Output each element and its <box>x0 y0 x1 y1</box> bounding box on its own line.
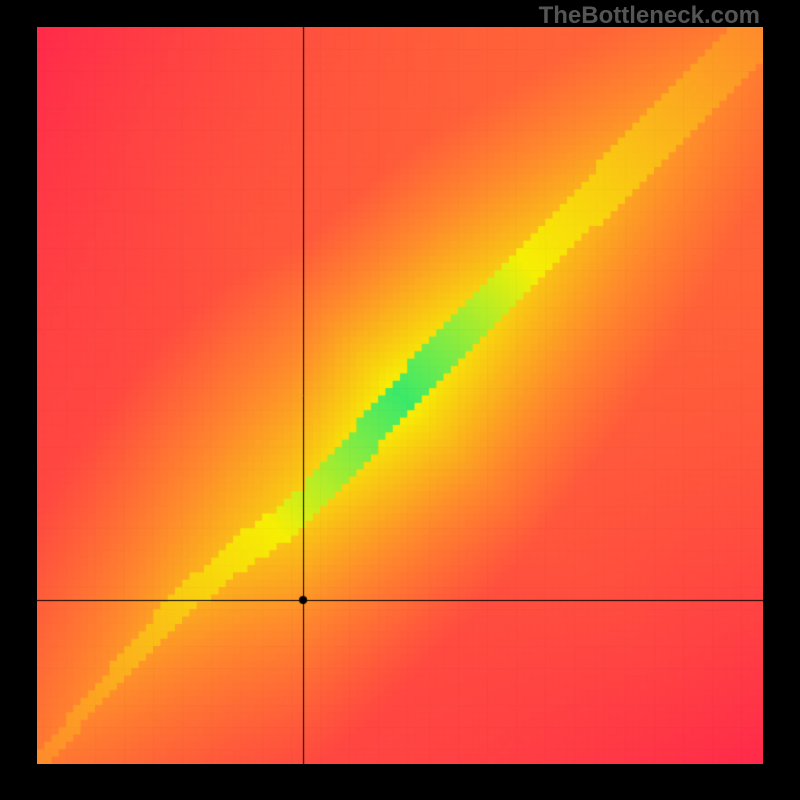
bottleneck-heatmap <box>37 27 763 764</box>
watermark-text: TheBottleneck.com <box>539 2 760 30</box>
chart-container: TheBottleneck.com <box>0 0 800 800</box>
